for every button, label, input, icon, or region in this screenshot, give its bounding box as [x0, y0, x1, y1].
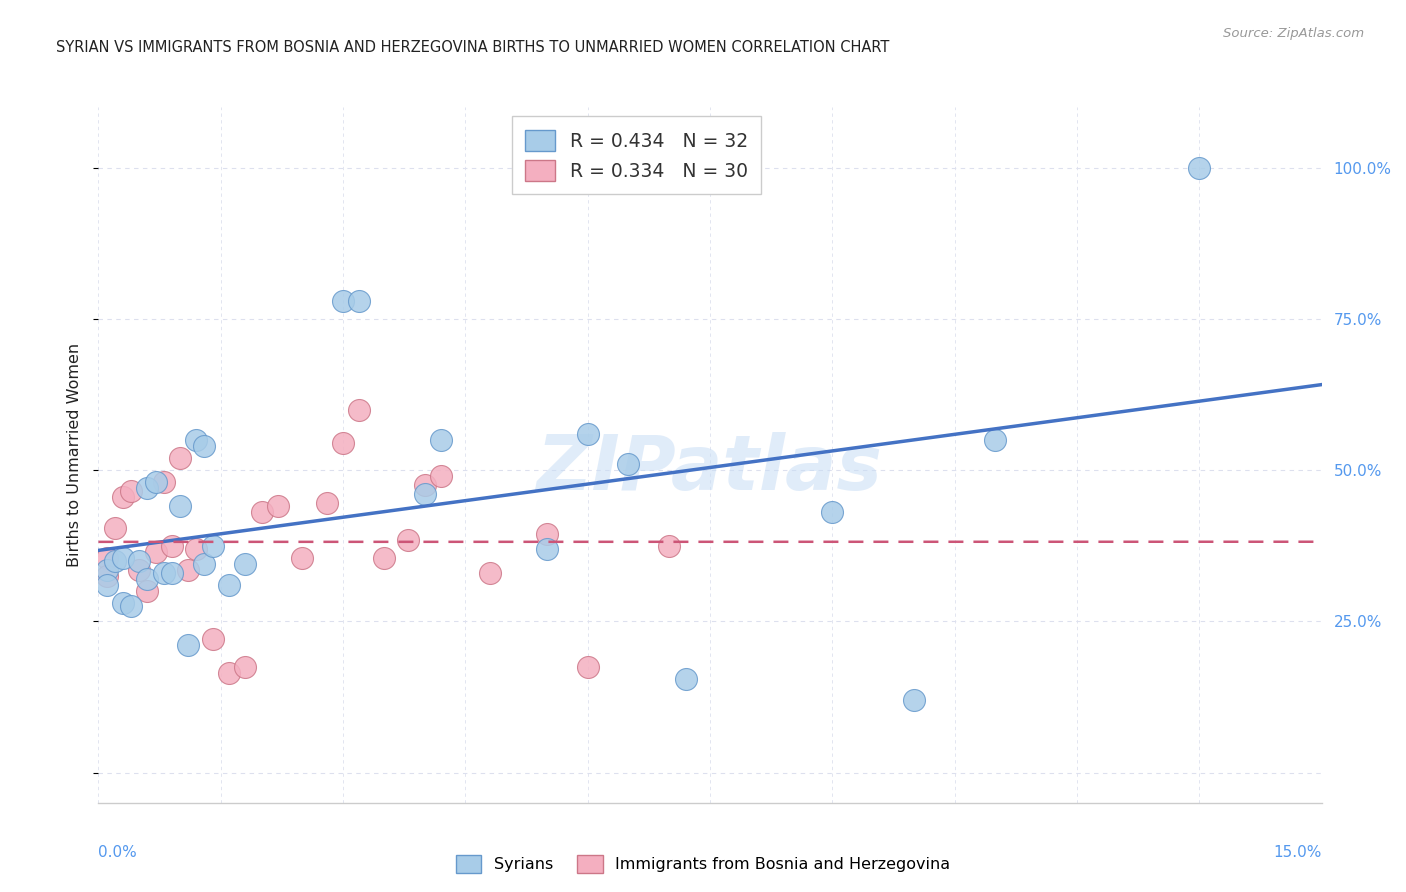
Point [111, 596, 134, 610]
Point [136, 584, 159, 599]
Point [1188, 161, 1211, 175]
Point [675, 672, 697, 686]
Point [233, 659, 256, 673]
Point [315, 496, 337, 510]
Point [186, 541, 208, 556]
Point [111, 550, 134, 565]
Point [430, 433, 453, 447]
Point [218, 578, 240, 592]
Text: Source: ZipAtlas.com: Source: ZipAtlas.com [1223, 27, 1364, 40]
Point [145, 475, 167, 490]
Legend: R = 0.434   N = 32, R = 0.334   N = 30: R = 0.434 N = 32, R = 0.334 N = 30 [512, 117, 761, 194]
Legend: Syrians, Immigrants from Bosnia and Herzegovina: Syrians, Immigrants from Bosnia and Herz… [449, 848, 957, 880]
Point [136, 572, 159, 586]
Point [128, 554, 150, 568]
Point [413, 487, 436, 501]
Text: 15.0%: 15.0% [1274, 845, 1322, 860]
Point [291, 550, 314, 565]
Text: SYRIAN VS IMMIGRANTS FROM BOSNIA AND HERZEGOVINA BIRTHS TO UNMARRIED WOMEN CORRE: SYRIAN VS IMMIGRANTS FROM BOSNIA AND HER… [56, 40, 890, 55]
Point [617, 457, 640, 471]
Point [186, 433, 208, 447]
Point [160, 566, 183, 580]
Point [96, 563, 118, 577]
Point [136, 481, 159, 495]
Point [332, 435, 354, 450]
Point [332, 293, 354, 308]
Point [152, 566, 174, 580]
Point [169, 450, 191, 465]
Point [145, 545, 167, 559]
Point [903, 693, 925, 707]
Point [152, 475, 174, 490]
Point [349, 402, 371, 417]
Text: ZIPatlas: ZIPatlas [537, 432, 883, 506]
Point [169, 500, 191, 514]
Point [104, 520, 127, 534]
Point [104, 554, 127, 568]
Point [821, 505, 844, 519]
Point [413, 478, 436, 492]
Point [96, 578, 118, 592]
Point [536, 526, 558, 541]
Point [120, 484, 142, 499]
Point [349, 293, 371, 308]
Text: 0.0%: 0.0% [98, 845, 138, 860]
Point [128, 563, 150, 577]
Y-axis label: Births to Unmarried Women: Births to Unmarried Women [67, 343, 83, 567]
Point [267, 500, 290, 514]
Point [177, 639, 200, 653]
Point [111, 490, 134, 504]
Point [373, 550, 395, 565]
Point [396, 533, 419, 547]
Point [430, 469, 453, 483]
Point [984, 433, 1007, 447]
Point [478, 566, 501, 580]
Point [576, 426, 599, 441]
Point [250, 505, 273, 519]
Point [536, 541, 558, 556]
Point [160, 539, 183, 553]
Point [177, 563, 200, 577]
Point [96, 550, 118, 565]
Point [193, 557, 215, 571]
Point [233, 557, 256, 571]
Point [576, 659, 599, 673]
Point [120, 599, 142, 614]
Point [96, 569, 118, 583]
Point [658, 539, 681, 553]
Point [218, 665, 240, 680]
Point [201, 632, 224, 647]
Point [201, 539, 224, 553]
Point [193, 439, 215, 453]
